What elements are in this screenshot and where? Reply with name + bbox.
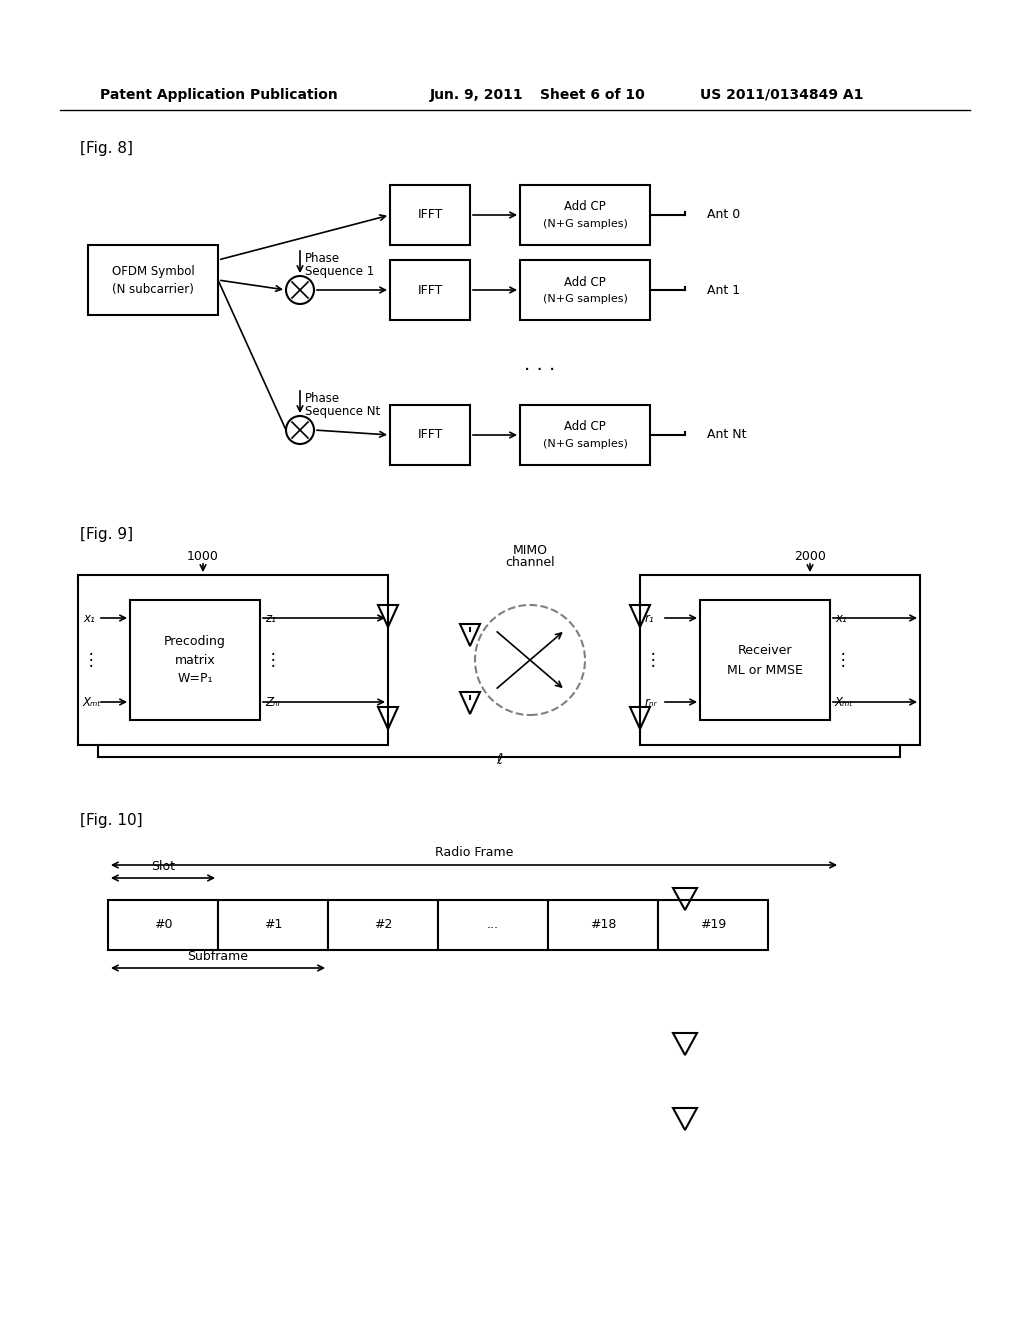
- Bar: [390, 185, 470, 246]
- Text: (N+G samples): (N+G samples): [543, 294, 628, 304]
- Text: Jun. 9, 2011: Jun. 9, 2011: [430, 88, 523, 102]
- Text: MIMO: MIMO: [512, 544, 548, 557]
- Text: ML or MMSE: ML or MMSE: [727, 664, 803, 676]
- Bar: [130, 601, 260, 719]
- Text: IFFT: IFFT: [418, 209, 442, 222]
- Text: #0: #0: [154, 919, 172, 932]
- Text: ℓ: ℓ: [496, 752, 502, 767]
- Text: x₁: x₁: [83, 611, 95, 624]
- Text: Sequence Nt: Sequence Nt: [305, 405, 380, 418]
- Text: ⋮: ⋮: [83, 651, 99, 669]
- Bar: [640, 576, 920, 744]
- Text: OFDM Symbol: OFDM Symbol: [112, 265, 195, 279]
- Bar: [218, 900, 328, 950]
- Text: [Fig. 10]: [Fig. 10]: [80, 813, 142, 828]
- Text: US 2011/0134849 A1: US 2011/0134849 A1: [700, 88, 863, 102]
- Text: Add CP: Add CP: [564, 201, 606, 214]
- Text: Phase: Phase: [305, 252, 340, 264]
- Text: Sequence 1: Sequence 1: [305, 265, 374, 279]
- Bar: [520, 405, 650, 465]
- Text: Xₘₜ: Xₘₜ: [835, 696, 854, 709]
- Text: z₁: z₁: [265, 611, 275, 624]
- Bar: [78, 576, 388, 744]
- Text: [Fig. 9]: [Fig. 9]: [80, 528, 133, 543]
- Text: Add CP: Add CP: [564, 421, 606, 433]
- Text: ⋮: ⋮: [265, 651, 282, 669]
- Bar: [520, 260, 650, 319]
- Text: r₁: r₁: [645, 611, 654, 624]
- Bar: [390, 405, 470, 465]
- Text: (N+G samples): (N+G samples): [543, 219, 628, 228]
- Text: channel: channel: [505, 557, 555, 569]
- Text: #1: #1: [264, 919, 283, 932]
- Text: Add CP: Add CP: [564, 276, 606, 289]
- Text: Sheet 6 of 10: Sheet 6 of 10: [540, 88, 645, 102]
- Text: (N subcarrier): (N subcarrier): [112, 284, 194, 297]
- Text: Precoding: Precoding: [164, 635, 226, 648]
- Text: #19: #19: [699, 919, 726, 932]
- Bar: [390, 260, 470, 319]
- Text: Xₘₜ: Xₘₜ: [83, 696, 101, 709]
- Text: W=P₁: W=P₁: [177, 672, 213, 685]
- Bar: [438, 900, 548, 950]
- Bar: [520, 185, 650, 246]
- Text: Zₙₗ: Zₙₗ: [265, 696, 280, 709]
- Text: [Fig. 8]: [Fig. 8]: [80, 140, 133, 156]
- Text: Slot: Slot: [151, 859, 175, 873]
- Text: ⋮: ⋮: [835, 651, 852, 669]
- Text: · · ·: · · ·: [524, 360, 556, 380]
- Text: Radio Frame: Radio Frame: [435, 846, 513, 859]
- Text: (N+G samples): (N+G samples): [543, 440, 628, 449]
- Text: 2000: 2000: [794, 550, 826, 564]
- Text: Subframe: Subframe: [187, 949, 249, 962]
- Text: rₙᵣ: rₙᵣ: [645, 696, 657, 709]
- Text: IFFT: IFFT: [418, 429, 442, 441]
- Bar: [658, 900, 768, 950]
- Text: Ant 1: Ant 1: [707, 284, 740, 297]
- Bar: [700, 601, 830, 719]
- Text: #18: #18: [590, 919, 616, 932]
- Bar: [108, 900, 218, 950]
- Text: IFFT: IFFT: [418, 284, 442, 297]
- Text: Receiver: Receiver: [737, 644, 793, 656]
- Bar: [328, 900, 438, 950]
- Text: Ant 0: Ant 0: [707, 209, 740, 222]
- Text: ⋮: ⋮: [645, 651, 662, 669]
- Text: Patent Application Publication: Patent Application Publication: [100, 88, 338, 102]
- Text: 1000: 1000: [187, 550, 219, 564]
- Bar: [548, 900, 658, 950]
- Text: #2: #2: [374, 919, 392, 932]
- Bar: [88, 246, 218, 315]
- Text: matrix: matrix: [175, 653, 215, 667]
- Text: Phase: Phase: [305, 392, 340, 404]
- Text: ...: ...: [487, 919, 499, 932]
- Text: x₁: x₁: [835, 611, 847, 624]
- Text: Ant Nt: Ant Nt: [707, 429, 746, 441]
